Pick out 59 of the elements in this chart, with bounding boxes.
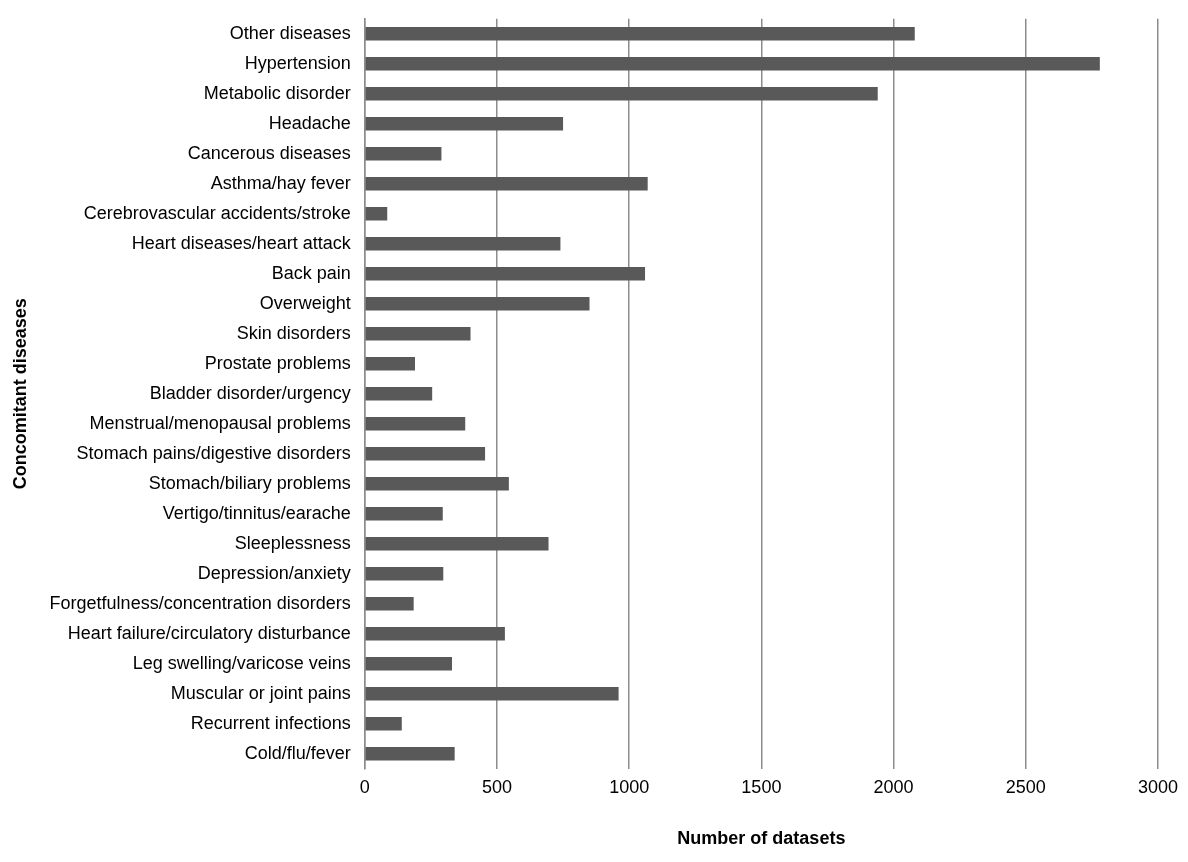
y-tick-label: Asthma/hay fever [210,172,351,193]
bar [365,117,564,131]
bar [365,27,915,41]
y-tick-label: Stomach/biliary problems [148,472,351,493]
x-tick-label: 500 [481,776,512,797]
bar [365,297,590,311]
bar [365,237,561,251]
y-tick-label: Vertigo/tinnitus/earache [162,502,351,523]
y-tick-label: Headache [268,112,351,133]
y-tick-label: Depression/anxiety [197,562,351,583]
bar [365,87,878,101]
bar [365,657,453,671]
y-tick-label: Cerebrovascular accidents/stroke [83,202,351,223]
bar [365,147,442,161]
y-tick-label: Prostate problems [204,352,351,373]
y-tick-label: Bladder disorder/urgency [149,382,351,403]
bar [365,417,466,431]
y-tick-label: Cancerous diseases [187,142,351,163]
y-tick-label: Back pain [271,262,351,283]
y-tick-label: Stomach pains/digestive disorders [76,442,351,463]
x-tick-label: 1000 [609,776,650,797]
x-axis-title: Number of datasets [677,828,846,849]
bar [365,357,415,371]
bar [365,327,471,341]
bar [365,627,505,641]
y-tick-label: Hypertension [244,52,351,73]
bar [365,477,509,491]
x-tick-label: 1500 [741,776,782,797]
bar [365,717,402,731]
bar [365,387,433,401]
y-tick-label: Heart failure/circulatory disturbance [67,622,351,643]
y-tick-label: Muscular or joint pains [170,682,351,703]
y-tick-label: Recurrent infections [190,712,351,733]
y-tick-label: Forgetfulness/concentration disorders [49,592,351,613]
bar [365,747,455,761]
y-tick-label: Skin disorders [236,322,351,343]
bar [365,597,414,611]
x-tick-label: 2500 [1005,776,1046,797]
y-tick-label: Cold/flu/fever [244,742,351,763]
y-tick-label: Metabolic disorder [203,82,351,103]
x-tick-label: 3000 [1137,776,1179,797]
y-axis-title: Concomitant diseases [9,298,30,490]
bar [365,567,444,581]
bar [365,267,646,281]
bar [365,177,648,191]
y-tick-label: Overweight [259,292,351,313]
bar [365,57,1100,71]
x-tick-label: 0 [359,776,370,797]
bar [365,207,388,221]
bar [365,447,486,461]
bar [365,537,549,551]
y-tick-label: Heart diseases/heart attack [131,232,352,253]
y-tick-label: Menstrual/menopausal problems [89,412,351,433]
y-tick-label: Leg swelling/varicose veins [132,652,351,673]
y-tick-label: Other diseases [229,22,351,43]
bar [365,507,443,521]
bar [365,687,619,701]
y-tick-label: Sleeplessness [234,532,351,553]
x-tick-label: 2000 [873,776,914,797]
